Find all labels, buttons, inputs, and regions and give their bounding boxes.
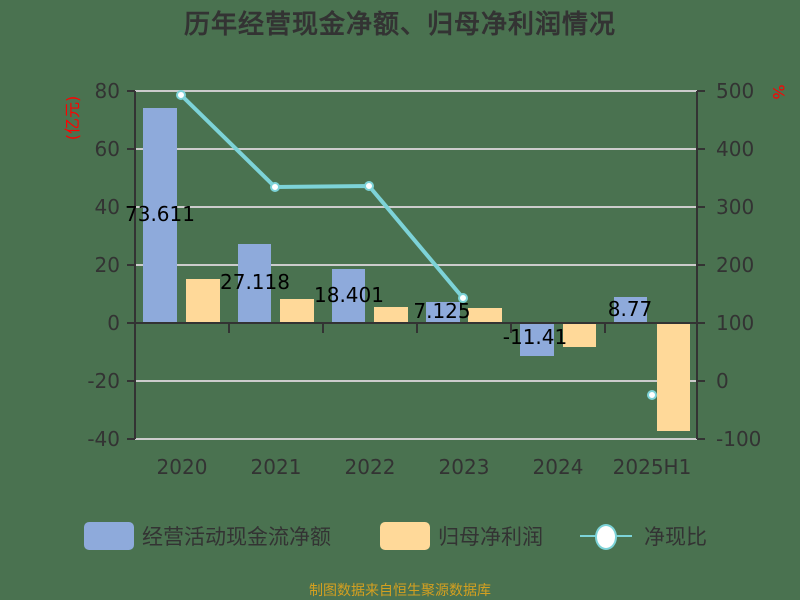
bar-2024-np[interactable] [563,323,596,347]
right-unit-label: % [769,84,788,99]
svg-text:0: 0 [716,369,729,393]
svg-text:2023: 2023 [439,455,490,479]
svg-text:2025H1: 2025H1 [613,455,692,479]
svg-text:500: 500 [716,79,754,103]
bars-operating-cash-flow [143,108,647,356]
legend-swatch-orange [380,522,430,550]
legend-line-marker-icon [580,522,632,550]
svg-text:-100: -100 [716,427,761,451]
svg-text:2020: 2020 [157,455,208,479]
left-unit-label: (亿元) [63,96,82,141]
svg-text:73.611: 73.611 [125,202,195,226]
legend-item-operating-cash-flow[interactable]: 经营活动现金流净额 [84,518,331,554]
legend-item-ratio[interactable]: 净现比 [580,518,707,554]
svg-text:400: 400 [716,137,754,161]
legend: 经营活动现金流净额 归母净利润 净现比 [0,518,800,554]
bar-2021-np[interactable] [280,299,314,323]
axes [127,90,705,440]
gridlines [135,90,697,440]
data-source-note: 制图数据来自恒生聚源数据库 [309,583,491,599]
svg-text:20: 20 [95,253,120,277]
svg-text:8.77: 8.77 [608,297,653,321]
ratio-line-series [176,90,657,400]
legend-label: 归母净利润 [438,525,543,549]
legend-swatch-blue [84,522,134,550]
svg-text:60: 60 [95,137,120,161]
data-labels: 73.611 27.118 18.401 7.125 -11.41 8.77 [125,202,652,349]
legend-label: 净现比 [644,525,707,549]
x-axis-labels: 2020 2021 2022 2023 2024 2025H1 [157,455,692,479]
ratio-point-2022[interactable] [364,181,374,191]
bar-2021-ocf[interactable] [238,244,271,323]
right-axis-labels: 500 400 300 200 100 0 -100 [716,79,761,451]
legend-item-net-profit[interactable]: 归母净利润 [380,518,543,554]
svg-text:200: 200 [716,253,754,277]
bar-2023-ocf[interactable] [426,302,460,323]
chart-title: 历年经营现金净额、归母净利润情况 [183,10,616,40]
bar-2022-np[interactable] [374,307,408,323]
ratio-point-2020[interactable] [176,90,186,100]
bar-2024-ocf[interactable] [520,323,554,356]
svg-text:7.125: 7.125 [413,299,470,323]
svg-text:18.401: 18.401 [314,283,384,307]
bar-2020-ocf[interactable] [143,108,177,323]
bars-net-profit [186,279,690,431]
ratio-point-2025h1[interactable] [647,390,657,400]
svg-text:27.118: 27.118 [220,270,290,294]
bar-2022-ocf[interactable] [332,269,365,323]
ratio-point-2021[interactable] [270,182,280,192]
bar-2023-np[interactable] [468,308,502,323]
svg-text:40: 40 [95,195,120,219]
svg-text:0: 0 [107,311,120,335]
bar-2025h1-ocf[interactable] [614,297,647,323]
svg-text:100: 100 [716,311,754,335]
bar-2020-np[interactable] [186,279,220,323]
svg-text:-40: -40 [87,427,120,451]
svg-text:2021: 2021 [251,455,302,479]
ratio-point-2023[interactable] [458,293,468,303]
svg-text:2024: 2024 [533,455,584,479]
legend-label: 经营活动现金流净额 [142,525,331,549]
left-axis-labels: 80 60 40 20 0 -20 -40 [87,79,120,451]
svg-text:300: 300 [716,195,754,219]
svg-text:-11.41: -11.41 [503,325,567,349]
svg-text:-20: -20 [87,369,120,393]
bar-2025h1-np[interactable] [657,323,690,431]
svg-text:80: 80 [95,79,120,103]
svg-text:2022: 2022 [345,455,396,479]
